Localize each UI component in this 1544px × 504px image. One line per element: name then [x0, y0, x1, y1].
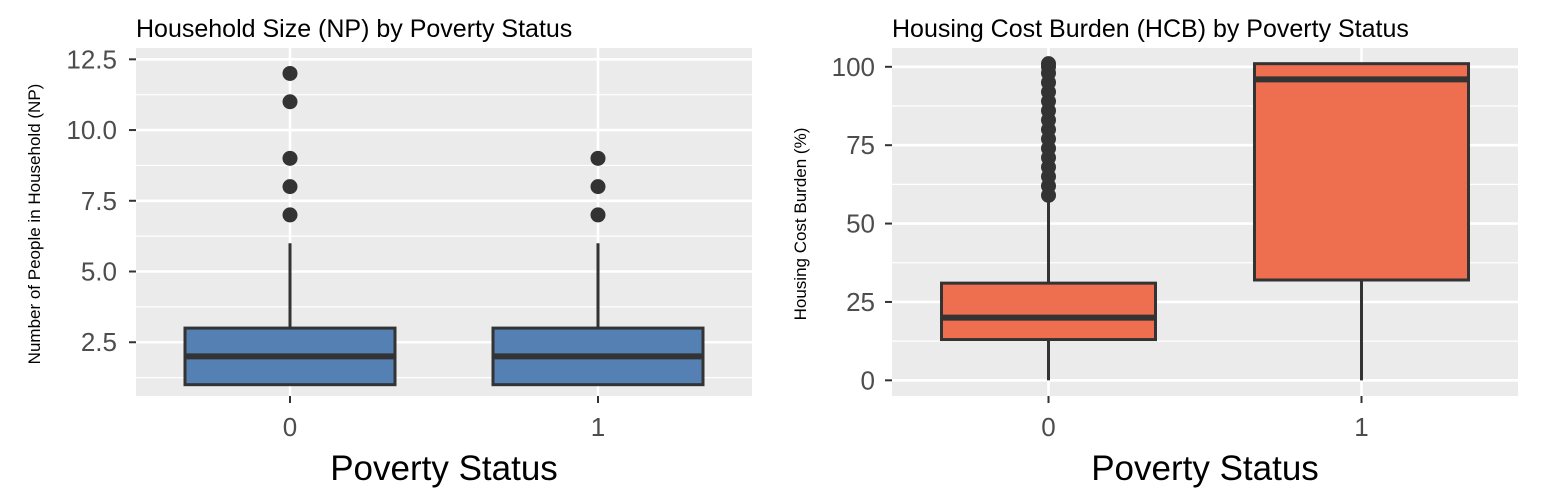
outlier-point	[282, 150, 298, 166]
y-tick-label: 25	[846, 287, 875, 317]
outlier-point	[282, 207, 298, 223]
outlier-point	[590, 179, 606, 195]
x-tick-label: 1	[591, 412, 605, 442]
box-1	[1253, 62, 1470, 381]
iqr-box	[1253, 62, 1470, 282]
y-tick-label: 0	[861, 365, 875, 395]
box-0	[183, 65, 397, 387]
y-tick-label: 7.5	[81, 186, 117, 216]
y-tick-label: 100	[832, 52, 875, 82]
x-tick-label: 1	[1354, 412, 1368, 442]
outlier-point	[282, 94, 298, 110]
x-axis-label: Poverty Status	[330, 449, 558, 488]
y-tick-label: 75	[846, 130, 875, 160]
chart-title: Household Size (NP) by Poverty Status	[136, 15, 572, 43]
x-tick-label: 0	[1041, 412, 1055, 442]
y-tick-label: 50	[846, 209, 875, 239]
outlier-point	[282, 65, 298, 81]
box-1	[491, 150, 705, 387]
box-0	[940, 56, 1157, 381]
y-tick-label: 5.0	[81, 257, 117, 287]
x-tick-label: 0	[283, 412, 297, 442]
y-tick-label: 10.0	[66, 115, 117, 145]
hcb-boxplot-panel: 0 25 50 75 100 0 1 Housing Cost Burden (HCB) by…	[791, 15, 1518, 488]
y-axis-label: Housing Cost Burden (%)	[791, 128, 810, 321]
outlier-point	[590, 207, 606, 223]
y-tick-label: 12.5	[66, 44, 117, 74]
outlier-point	[1041, 56, 1056, 72]
chart-title: Housing Cost Burden (HCB) by Poverty Sta…	[892, 15, 1409, 43]
y-axis-label: Number of People in Household (NP)	[25, 84, 44, 365]
outlier-point	[282, 179, 298, 195]
outlier-point	[590, 150, 606, 166]
iqr-box	[940, 281, 1157, 342]
np-boxplot-panel: 2.5 5.0 7.5 10.0 12.5 0 1 Household Size (NP) b…	[25, 15, 752, 488]
y-tick-label: 2.5	[81, 327, 117, 357]
x-axis-label: Poverty Status	[1091, 449, 1319, 488]
